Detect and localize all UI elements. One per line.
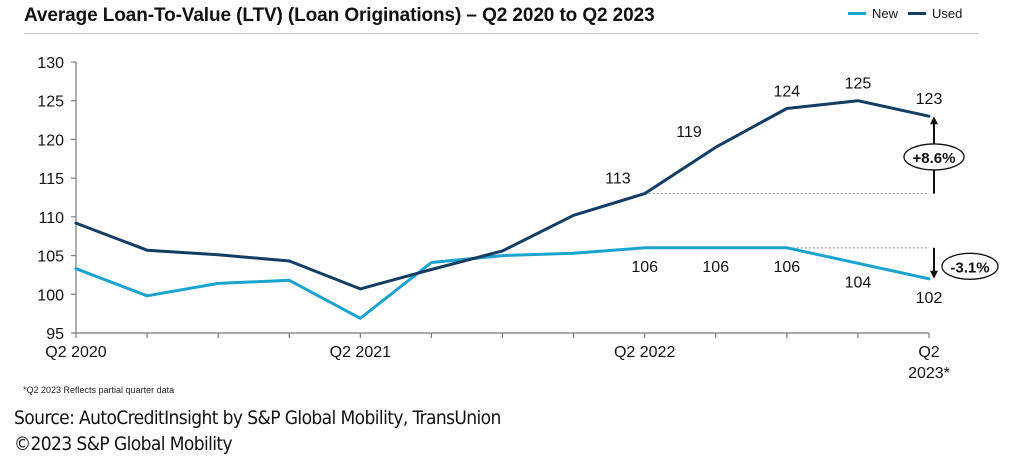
x-tick-label: 2023* <box>908 365 950 382</box>
y-tick-label: 115 <box>38 171 64 188</box>
arrow-head-used <box>930 116 938 125</box>
y-tick-label: 130 <box>37 55 64 72</box>
y-tick-label: 95 <box>46 326 64 343</box>
data-label-new: 106 <box>773 259 800 276</box>
data-label-new: 104 <box>845 274 872 291</box>
change-badge-new <box>941 252 999 280</box>
x-tick-label: Q2 2022 <box>614 344 675 361</box>
data-label-used: 125 <box>845 76 872 93</box>
legend-item-used: Used <box>908 6 962 21</box>
data-label-new: 106 <box>702 259 729 276</box>
legend-label-new: New <box>872 6 899 21</box>
x-tick-label: Q2 2021 <box>330 344 391 361</box>
legend-swatch-new <box>848 12 866 15</box>
chart-title: Average Loan-To-Value (LTV) (Loan Origin… <box>24 5 655 26</box>
legend-label-used: Used <box>932 6 963 21</box>
legend-swatch-used <box>908 12 927 15</box>
arrow-head-new <box>930 270 938 279</box>
copyright-line: ©2023 S&P Global Mobility <box>14 433 233 455</box>
data-label-bg <box>677 121 712 142</box>
change-badge-text-used: +8.6% <box>913 150 956 167</box>
series-line-used <box>74 99 931 291</box>
y-tick-label: 125 <box>37 94 64 111</box>
data-label-used: 124 <box>773 83 800 100</box>
data-label-new: 102 <box>916 290 943 307</box>
y-tick-label: 110 <box>38 210 64 227</box>
x-tick-label: Q2 <box>918 344 939 361</box>
source-block: Source: AutoCreditInsight by S&P Global … <box>14 405 501 457</box>
legend: New Used <box>848 6 972 21</box>
footnote: *Q2 2023 Reflects partial quarter data <box>23 385 175 395</box>
data-label-used: 113 <box>605 171 631 188</box>
data-label-new: 106 <box>631 259 658 276</box>
x-tick-label: Q2 2020 <box>45 344 106 361</box>
series-line-new <box>74 246 931 320</box>
y-tick-label: 100 <box>37 287 64 304</box>
data-label-bg <box>606 167 641 188</box>
change-badge-text-new: -3.1% <box>950 259 989 276</box>
data-label-used: 119 <box>676 124 702 141</box>
legend-item-new: New <box>848 6 898 21</box>
change-badge-used <box>903 143 965 171</box>
data-label-used: 123 <box>916 91 943 108</box>
source-line: Source: AutoCreditInsight by S&P Global … <box>14 407 501 429</box>
title-divider <box>24 33 979 34</box>
y-tick-label: 120 <box>37 132 64 149</box>
y-tick-label: 105 <box>37 249 64 266</box>
